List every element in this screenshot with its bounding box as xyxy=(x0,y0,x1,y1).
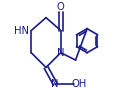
Text: O: O xyxy=(56,2,64,12)
Text: N: N xyxy=(51,79,58,89)
Text: OH: OH xyxy=(70,79,86,89)
Text: N: N xyxy=(57,48,64,58)
Text: HN: HN xyxy=(14,26,29,36)
